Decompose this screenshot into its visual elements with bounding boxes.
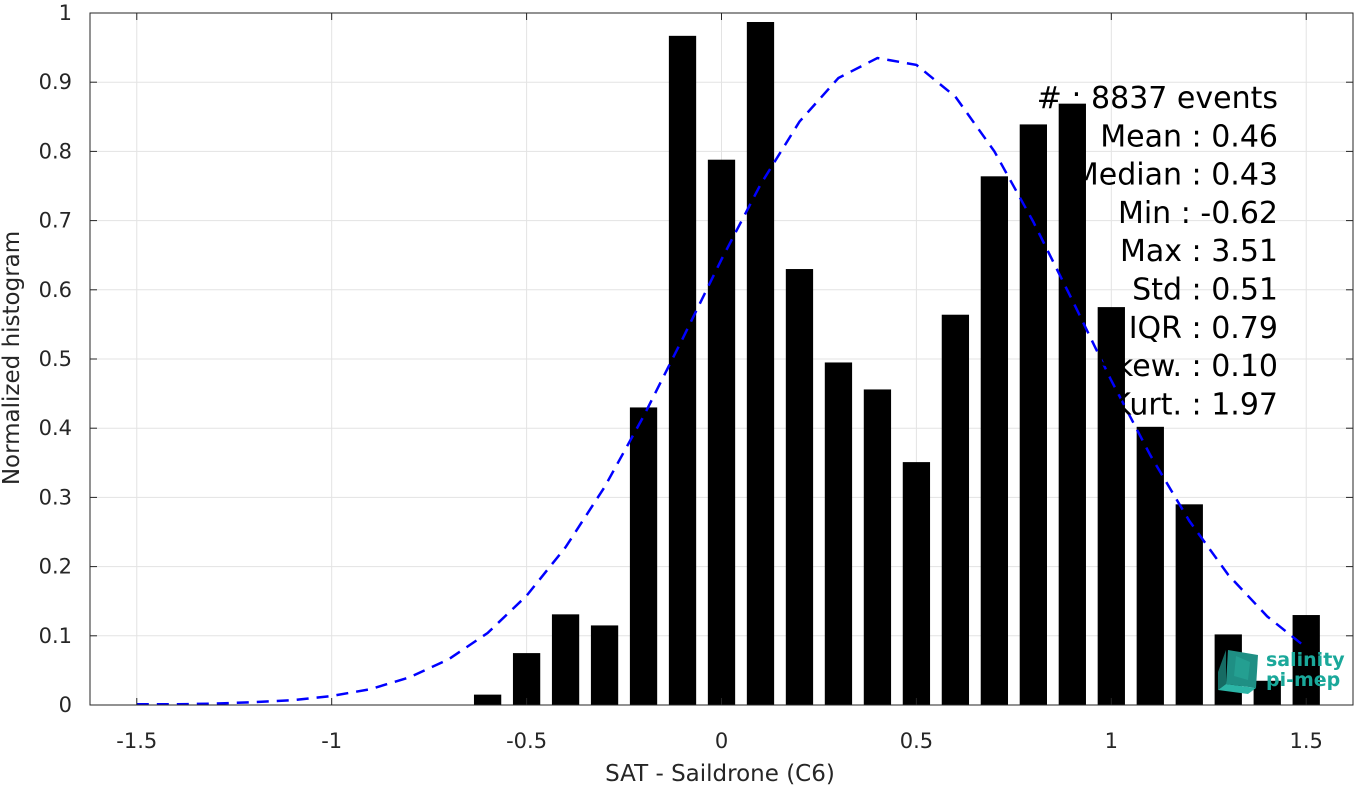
x-tick-label: -0.5 [506,729,547,753]
gaussian-fit-curve [136,56,1307,706]
histogram-bar [824,362,853,705]
x-tick-label: -1 [321,729,342,753]
logo-text-line2: pi-mep [1266,669,1340,691]
histogram-bar [941,314,970,705]
y-axis-label: Normalized histogram [0,231,25,485]
stat-line: Mean : 0.46 [1100,119,1278,154]
histogram-bar [1292,615,1320,705]
stat-line: Median : 0.43 [1073,158,1278,193]
y-tick-label: 0.9 [39,70,72,94]
y-tick-label: 0.3 [39,485,72,509]
y-tick-label: 0.8 [39,139,72,163]
histogram-bar [629,407,658,705]
stat-line: # : 8837 events [1037,81,1278,116]
histogram-bar [863,389,892,705]
x-tick-label: 0.5 [900,729,933,753]
salinity-pimep-logo: salinity pi-mep [1218,649,1345,694]
histogram-bar [1019,124,1047,706]
x-axis-label: SAT - Saildrone (C6) [605,761,835,785]
y-tick-label: 1 [59,1,72,25]
logo-text-line1: salinity [1266,649,1345,671]
histogram-bar [1058,103,1086,706]
y-tick-labels: 0 0.1 0.2 0.3 0.4 0.5 0.6 0.7 0.8 0.9 1 [39,1,72,717]
x-tick-label: 1 [1105,729,1118,753]
histogram-bar [902,462,931,705]
x-tick-labels: -1.5 -1 -0.5 0 0.5 1 1.5 [116,729,1323,753]
histogram-bar [980,176,1009,705]
axis-ticks [90,12,1353,706]
histogram-bar [512,653,541,705]
y-tick-label: 0.5 [39,347,72,371]
stat-line: Kurt. : 1.97 [1111,387,1278,422]
x-tick-label: -1.5 [116,729,157,753]
histogram-bar [1136,426,1164,705]
y-tick-label: 0 [59,693,72,717]
histogram-bar [590,625,619,705]
stat-line: Skew. : 0.10 [1097,349,1278,384]
cube-logo-icon [1218,650,1258,694]
y-tick-label: 0.4 [39,416,72,440]
y-tick-label: 0.1 [39,624,72,648]
histogram-bar [707,159,736,706]
histogram-bar [1175,504,1203,705]
stat-line: IQR : 0.79 [1129,311,1278,346]
histogram-bar [551,614,580,705]
x-tick-label: 0 [715,729,728,753]
y-tick-label: 0.7 [39,209,72,233]
fit-curve-layer [136,56,1307,706]
histogram-bar [1253,680,1281,705]
histogram-bars [473,21,1320,706]
stat-line: Min : -0.62 [1118,196,1278,231]
histogram-bar [746,21,775,706]
histogram-bar [1097,307,1125,705]
histogram-bar [473,694,502,705]
histogram-bar [785,269,814,705]
stat-line: Max : 3.51 [1120,234,1278,269]
y-tick-label: 0.6 [39,278,72,302]
stat-line: Std : 0.51 [1132,273,1278,308]
y-tick-label: 0.2 [39,555,72,579]
x-tick-label: 1.5 [1290,729,1323,753]
histogram-bar [668,35,697,705]
